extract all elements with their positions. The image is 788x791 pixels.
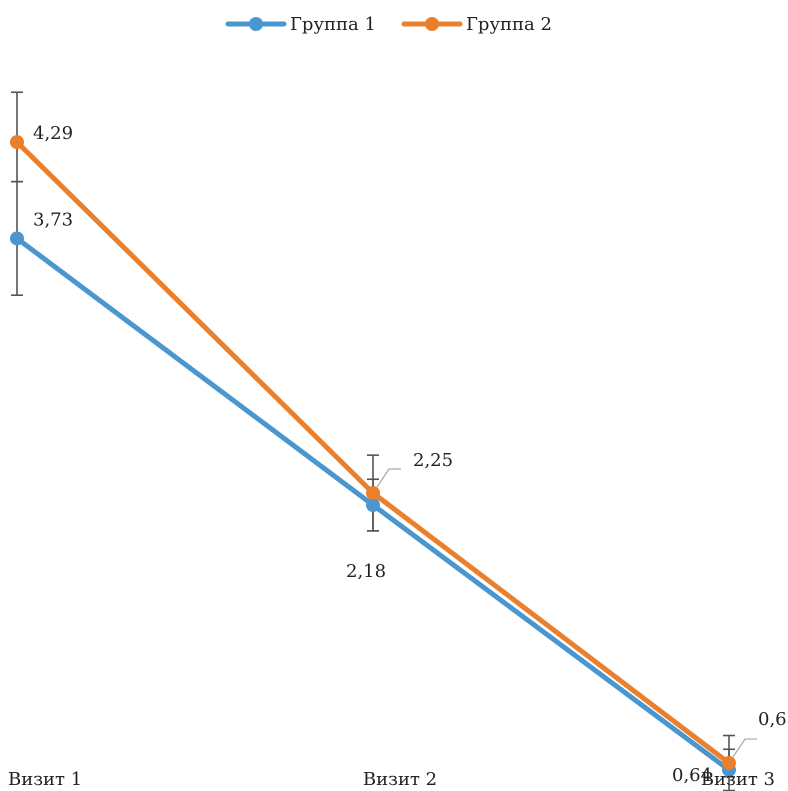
data-labels: 3,73 2,18 0,64 4,29 2,25 0,68 <box>33 123 788 786</box>
data-label-s2-p2: 2,25 <box>413 450 453 471</box>
legend: Группа 1 Группа 2 <box>225 14 552 35</box>
x-tick-label-2: Визит 2 <box>363 769 437 790</box>
data-points <box>10 135 736 777</box>
data-point-s2-p1 <box>10 135 24 150</box>
x-tick-label-3: Визит 3 <box>701 769 775 790</box>
data-point-s2-p3 <box>722 756 736 771</box>
series-line-2 <box>14 139 732 766</box>
leader-line-p2 <box>376 468 401 488</box>
data-label-s1-p1: 3,73 <box>33 209 73 230</box>
data-point-s2-p2 <box>366 486 380 500</box>
legend-label-2: Группа 2 <box>466 14 552 35</box>
data-label-s1-p2: 2,18 <box>346 561 386 582</box>
x-axis-ticks: Визит 1 Визит 2 Визит 3 <box>8 769 775 790</box>
legend-label-1: Группа 1 <box>290 14 376 35</box>
legend-marker-1 <box>249 17 263 31</box>
leader-lines <box>376 468 757 758</box>
data-label-s2-p3: 0,68 <box>758 709 788 730</box>
legend-marker-2 <box>425 17 439 31</box>
x-tick-label-1: Визит 1 <box>8 769 82 790</box>
data-point-s1-p1 <box>10 231 24 246</box>
data-label-s1-p3: 0,64 <box>672 765 712 786</box>
leader-line-p3 <box>732 738 757 758</box>
data-label-s2-p1: 4,29 <box>33 123 73 144</box>
data-point-s1-p2 <box>366 498 380 513</box>
